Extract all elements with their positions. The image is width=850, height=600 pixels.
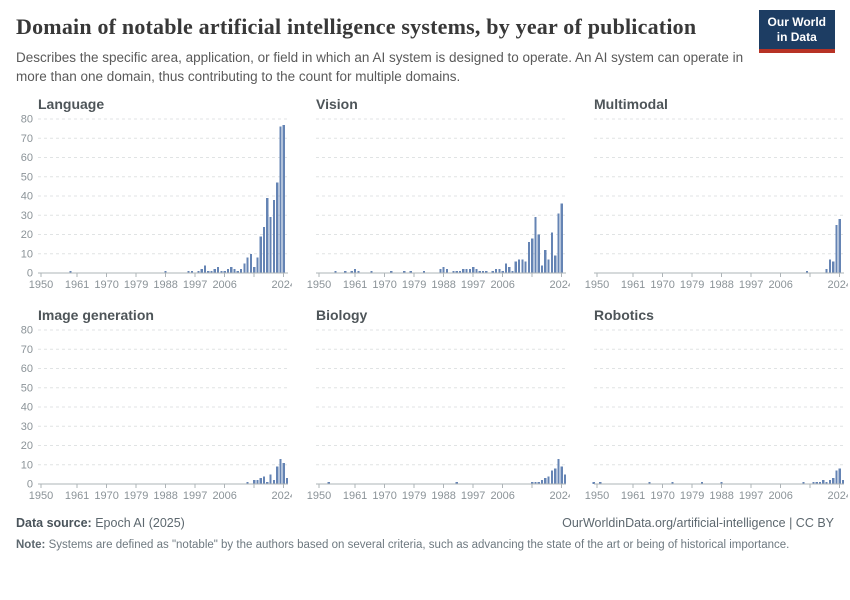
svg-text:2024: 2024 [827,490,848,502]
svg-text:80: 80 [21,326,33,337]
svg-text:1961: 1961 [65,279,89,291]
svg-text:1950: 1950 [585,490,609,502]
biology-bar-chart: 1950 1961 1970 1979 1988 1997 2006 2024 [292,326,570,502]
svg-text:1997: 1997 [183,490,207,502]
footer-note: Note: Systems are defined as "notable" b… [16,537,834,554]
data-source: Data source: Epoch AI (2025) [16,516,185,530]
facet-title-language: Language [38,96,105,113]
svg-text:1970: 1970 [372,490,396,502]
svg-text:1950: 1950 [585,279,609,291]
svg-text:30: 30 [21,421,33,433]
svg-text:0: 0 [27,479,33,491]
facet-robotics: Robotics 1950 1961 1970 1979 1988 1997 2006 202… [570,307,848,502]
svg-text:20: 20 [21,229,33,241]
page-title: Domain of notable artificial intelligenc… [16,14,697,39]
svg-text:1988: 1988 [153,490,177,502]
svg-text:50: 50 [21,172,33,184]
svg-text:60: 60 [21,363,33,375]
chart-subtitle: Describes the specific area, application… [16,50,744,85]
svg-text:70: 70 [21,344,33,356]
data-source-label: Data source: [16,516,92,531]
facet-title-image-generation: Image generation [38,307,154,324]
svg-text:2006: 2006 [490,279,514,291]
svg-text:10: 10 [21,460,33,472]
facet-title-robotics: Robotics [594,307,654,324]
vision-bar-chart: 1950 1961 1970 1979 1988 1997 2006 2024 [292,115,570,291]
svg-text:1970: 1970 [650,490,674,502]
footer: Data source: Epoch AI (2025) OurWorldinD… [0,502,850,554]
robotics-bar-chart: 1950 1961 1970 1979 1988 1997 2006 2024 [570,326,848,502]
svg-text:1997: 1997 [739,490,763,502]
svg-text:1950: 1950 [307,279,331,291]
svg-text:1950: 1950 [307,490,331,502]
image-generation-bar-chart: 0 10 20 30 40 50 60 70 80 1950 1961 1970 1979 1988 199… [14,326,292,502]
svg-text:1950: 1950 [29,490,53,502]
svg-text:1979: 1979 [680,279,704,291]
small-multiples-grid: Language 0 10 20 30 40 50 60 70 80 1950 1961 1970 19… [0,96,850,502]
svg-text:50: 50 [21,383,33,395]
svg-text:1988: 1988 [431,490,455,502]
owid-cc-link[interactable]: OurWorldinData.org/artificial-intelligen… [562,516,834,531]
svg-text:1970: 1970 [650,279,674,291]
svg-text:1950: 1950 [29,279,53,291]
svg-text:1970: 1970 [94,490,118,502]
svg-text:1979: 1979 [124,279,148,291]
facet-multimodal: Multimodal 1950 1961 1970 1979 1988 1997 2006 2… [570,96,848,291]
svg-text:1988: 1988 [709,490,733,502]
language-bar-chart: 0 10 20 30 40 50 60 70 80 1950 1961 1970 1979 1988 199… [14,115,292,291]
svg-text:2006: 2006 [768,490,792,502]
svg-text:1979: 1979 [680,490,704,502]
header: Domain of notable artificial intelligenc… [0,0,850,86]
facet-title-biology: Biology [316,307,368,324]
svg-text:20: 20 [21,440,33,452]
svg-text:2024: 2024 [549,279,570,291]
owid-logo[interactable]: Our World in Data [758,10,835,53]
facet-biology: Biology 1950 1961 1970 1979 1988 1997 2006 2024 [292,307,570,502]
svg-text:1988: 1988 [153,279,177,291]
svg-text:1961: 1961 [621,279,645,291]
svg-text:40: 40 [21,191,33,203]
facet-language: Language 0 10 20 30 40 50 60 70 80 1950 1961 1970 19… [14,96,292,291]
svg-text:2006: 2006 [768,279,792,291]
footer-note-value: Systems are defined as "notable" by the … [45,539,790,552]
svg-text:2024: 2024 [271,490,292,502]
facet-vision: Vision 1950 1961 1970 1979 1988 1997 2006 2024 [292,96,570,291]
svg-text:2006: 2006 [490,490,514,502]
svg-text:1997: 1997 [183,279,207,291]
svg-text:10: 10 [21,249,33,261]
svg-text:2006: 2006 [212,490,236,502]
svg-text:2024: 2024 [271,279,292,291]
svg-text:1997: 1997 [461,279,485,291]
svg-text:0: 0 [27,268,33,280]
svg-text:1997: 1997 [461,490,485,502]
facet-title-multimodal: Multimodal [594,96,668,113]
svg-text:1988: 1988 [709,279,733,291]
svg-text:1979: 1979 [124,490,148,502]
multimodal-bar-chart: 1950 1961 1970 1979 1988 1997 2006 2024 [570,115,848,291]
footer-note-label: Note: [16,539,46,552]
svg-text:1988: 1988 [431,279,455,291]
svg-text:1997: 1997 [739,279,763,291]
facet-title-vision: Vision [316,96,358,113]
svg-text:2024: 2024 [827,279,848,291]
data-source-value: Epoch AI (2025) [91,516,185,531]
facet-image-generation: Image generation 0 10 20 30 40 50 60 70 80 1950 19… [14,307,292,502]
owid-logo-line1: Our World [767,15,826,29]
svg-text:80: 80 [21,115,33,126]
svg-text:1961: 1961 [621,490,645,502]
svg-text:1970: 1970 [372,279,396,291]
svg-text:70: 70 [21,133,33,145]
owid-logo-line2: in Data [776,30,817,44]
svg-text:60: 60 [21,152,33,164]
svg-text:30: 30 [21,210,33,222]
svg-text:2006: 2006 [212,279,236,291]
svg-text:1979: 1979 [402,279,426,291]
svg-text:2024: 2024 [549,490,570,502]
svg-text:1961: 1961 [343,490,367,502]
svg-text:40: 40 [21,402,33,414]
svg-text:1961: 1961 [343,279,367,291]
svg-text:1979: 1979 [402,490,426,502]
svg-text:1970: 1970 [94,279,118,291]
svg-text:1961: 1961 [65,490,89,502]
